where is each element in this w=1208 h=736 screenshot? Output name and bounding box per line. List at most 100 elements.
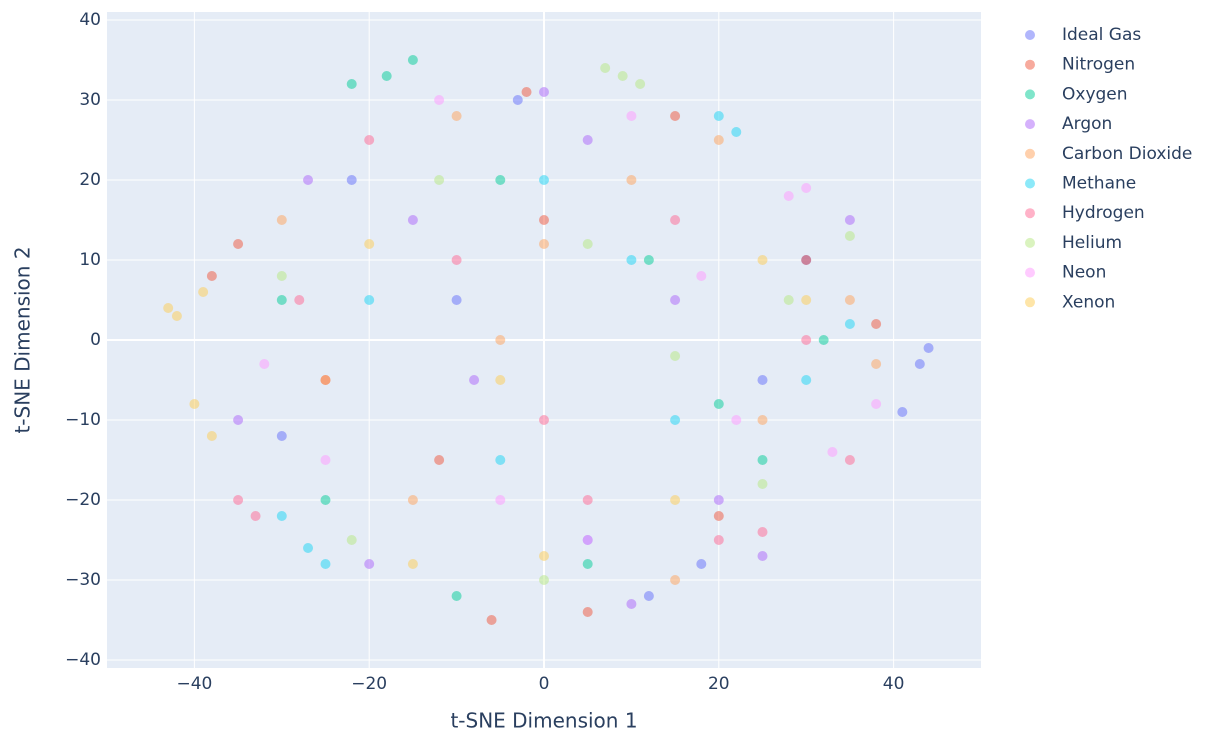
point <box>626 599 637 609</box>
series <box>276 111 882 585</box>
point <box>670 215 681 225</box>
point <box>198 287 209 297</box>
legend-marker <box>1025 59 1035 70</box>
x-tick-label: 20 <box>708 674 730 694</box>
legend-label: Ideal Gas <box>1062 25 1141 45</box>
point <box>364 559 375 569</box>
point <box>626 255 637 265</box>
point <box>189 399 200 409</box>
point <box>276 431 287 441</box>
point <box>818 335 829 345</box>
point <box>757 255 768 265</box>
point <box>539 239 549 249</box>
x-tick-label: 40 <box>883 674 905 694</box>
point <box>233 415 244 425</box>
point <box>495 175 506 185</box>
point <box>582 535 593 545</box>
series <box>259 95 882 545</box>
point <box>757 551 768 561</box>
point <box>512 95 523 105</box>
point <box>434 175 445 185</box>
point <box>827 447 838 457</box>
point <box>346 535 357 545</box>
point <box>801 295 812 305</box>
point <box>871 399 882 409</box>
point <box>539 215 549 225</box>
y-tick-label: 20 <box>79 170 101 190</box>
point <box>276 215 287 225</box>
point <box>670 495 681 505</box>
legend-label: Argon <box>1062 114 1112 134</box>
point <box>757 375 768 385</box>
point <box>320 375 331 385</box>
point <box>582 607 593 617</box>
point <box>539 87 549 97</box>
point <box>713 111 724 121</box>
point <box>914 359 925 369</box>
point <box>757 455 768 465</box>
point <box>320 455 331 465</box>
series <box>233 135 855 545</box>
point <box>582 135 593 145</box>
series <box>233 87 855 609</box>
point <box>844 295 855 305</box>
point <box>346 79 357 89</box>
point <box>871 359 882 369</box>
point <box>233 239 244 249</box>
point <box>469 375 480 385</box>
point <box>346 175 357 185</box>
point <box>364 295 375 305</box>
legend-marker <box>1025 119 1035 130</box>
legend-marker <box>1025 208 1035 219</box>
y-axis-title: t-SNE Dimension 2 <box>11 246 35 433</box>
point <box>643 255 654 265</box>
series <box>276 111 855 569</box>
legend-marker <box>1025 148 1035 159</box>
point <box>451 255 462 265</box>
point <box>407 559 418 569</box>
point <box>294 295 305 305</box>
point <box>163 303 174 313</box>
point <box>713 495 724 505</box>
point <box>495 335 506 345</box>
series <box>206 87 882 625</box>
point <box>495 495 506 505</box>
point <box>626 175 637 185</box>
point <box>495 455 506 465</box>
point <box>451 295 462 305</box>
legend-label: Nitrogen <box>1062 55 1135 75</box>
point <box>844 215 855 225</box>
point <box>713 511 724 521</box>
point <box>757 527 768 537</box>
point <box>844 455 855 465</box>
legend-label: Carbon Dioxide <box>1062 144 1192 164</box>
point <box>783 191 794 201</box>
x-tick-label: −40 <box>176 674 212 694</box>
point <box>451 591 462 601</box>
point <box>844 231 855 241</box>
point <box>364 135 375 145</box>
legend-marker <box>1025 30 1035 40</box>
point <box>320 495 331 505</box>
point <box>670 351 681 361</box>
point <box>801 183 812 193</box>
point <box>670 575 681 585</box>
point <box>731 127 742 137</box>
legend-marker <box>1025 297 1035 308</box>
point <box>407 495 418 505</box>
point <box>670 415 681 425</box>
point <box>539 551 549 561</box>
point <box>539 575 549 585</box>
point <box>801 375 812 385</box>
point <box>635 79 646 89</box>
x-tick-label: 0 <box>539 674 550 694</box>
x-tick-label: −20 <box>351 674 387 694</box>
point <box>801 255 812 265</box>
legend-marker <box>1025 237 1035 248</box>
point <box>320 559 331 569</box>
point <box>381 71 392 81</box>
legend-label: Oxygen <box>1062 84 1128 104</box>
point <box>670 295 681 305</box>
point <box>303 543 314 553</box>
point <box>617 71 628 81</box>
